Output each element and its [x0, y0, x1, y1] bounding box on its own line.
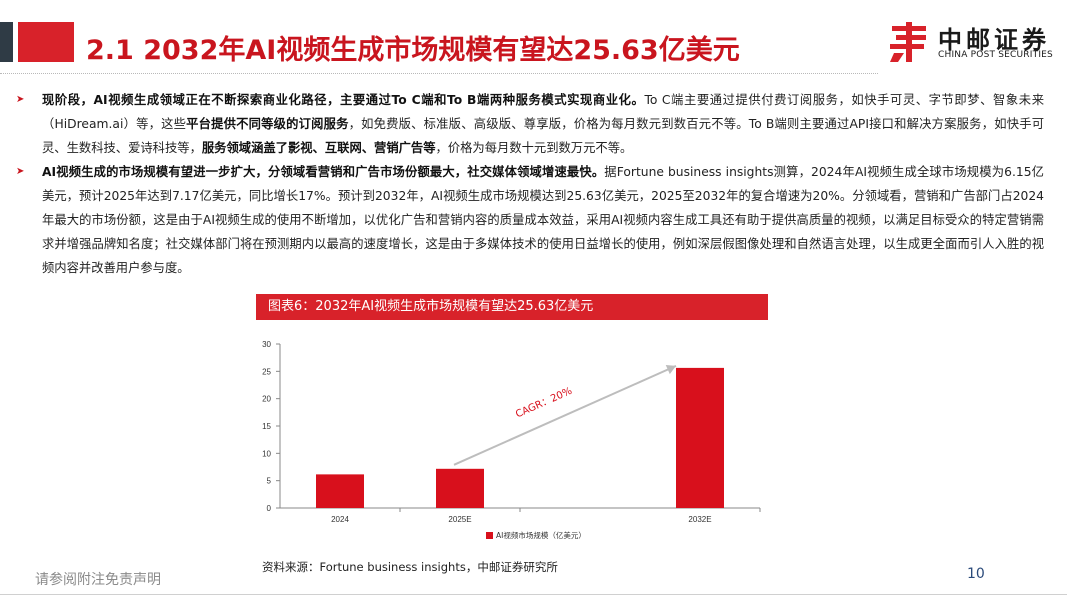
legend-swatch: [486, 532, 493, 539]
y-tick-label: 20: [262, 395, 271, 404]
bullet-1-seg-3: ，如免费版、标准版、高级版、尊享版，价格为每月数元到数百元不等。To B端则主要…: [42, 117, 1045, 155]
cagr-arrow-line: [453, 364, 677, 466]
market-size-chart: 0 5 10 15 20 25 30 2024 2025E 2032E CAGR：20% AI视频市场…: [250, 326, 770, 552]
footer-divider: [0, 594, 1067, 595]
chart-caption: 图表6：2032年AI视频生成市场规模有望达25.63亿美元: [256, 294, 768, 320]
bullet-1-seg-1: To C端主要通过提供付费订阅服务，如快手可灵、字节即梦、智象未来（HiDrea…: [42, 93, 1044, 131]
y-tick-label: 25: [262, 367, 271, 376]
bullet-list: ➤ 现阶段，AI视频生成领域正在不断探索商业化路径，主要通过To C端和To B…: [16, 88, 1044, 280]
y-tick-label: 0: [267, 504, 272, 513]
bullet-text-2: AI视频生成的市场规模有望进一步扩大，分领域看营销和广告市场份额最大，社交媒体领…: [42, 165, 1044, 275]
header-accent-red: [18, 22, 74, 62]
company-logo: 中邮证券 CHINA POST SECURITIES: [888, 18, 1058, 66]
bar-2032E: [676, 367, 724, 508]
disclaimer-text: 请参阅附注免责声明: [35, 572, 161, 588]
bullet-2-seg-1: 据Fortune business insights测算，2024年AI视频生成…: [42, 165, 1044, 275]
bullet-arrow-icon: ➤: [16, 94, 25, 105]
bullet-1-seg-5: ，价格为每月数十元到数万元不等。: [435, 141, 633, 155]
bar-2025E: [436, 468, 484, 508]
cagr-arrow-head-icon: [665, 364, 676, 375]
bullet-2-seg-0: AI视频生成的市场规模有望进一步扩大，分领域看营销和广告市场份额最大，社交媒体领…: [42, 165, 605, 179]
china-post-emblem-icon: [890, 22, 926, 62]
bullet-text-1: 现阶段，AI视频生成领域正在不断探索商业化路径，主要通过To C端和To B端两…: [42, 93, 1044, 155]
x-tick-label: 2025E: [448, 515, 471, 524]
logo-chinese-text: 中邮证券: [938, 26, 1050, 54]
bullet-1-seg-2: 平台提供不同等级的订阅服务: [186, 117, 349, 131]
bullet-1-seg-0: 现阶段，AI视频生成领域正在不断探索商业化路径，主要通过To C端和To B端两…: [42, 93, 645, 107]
y-tick-label: 10: [262, 449, 271, 458]
page-title: 2.1 2032年AI视频生成市场规模有望达25.63亿美元: [86, 35, 740, 66]
y-tick-label: 15: [262, 422, 271, 431]
title-divider: [0, 73, 878, 74]
legend-label: AI视频市场规模（亿美元）: [496, 530, 586, 540]
y-tick-label: 5: [267, 477, 272, 486]
bullet-arrow-icon: ➤: [16, 166, 25, 177]
header-accent-dark: [0, 22, 13, 62]
y-tick-label: 30: [262, 340, 271, 349]
x-tick-label: 2032E: [688, 515, 711, 524]
bullet-item-2: ➤ AI视频生成的市场规模有望进一步扩大，分领域看营销和广告市场份额最大，社交媒…: [16, 160, 1044, 280]
logo-english-text: CHINA POST SECURITIES: [938, 50, 1053, 60]
source-note: 资料来源：Fortune business insights，中邮证券研究所: [262, 560, 558, 574]
bar-2024: [316, 474, 364, 508]
page-number: 10: [967, 566, 985, 582]
x-tick-label: 2024: [331, 515, 349, 524]
bullet-item-1: ➤ 现阶段，AI视频生成领域正在不断探索商业化路径，主要通过To C端和To B…: [16, 88, 1044, 160]
bullet-1-seg-4: 服务领域涵盖了影视、互联网、营销广告等: [201, 141, 436, 155]
